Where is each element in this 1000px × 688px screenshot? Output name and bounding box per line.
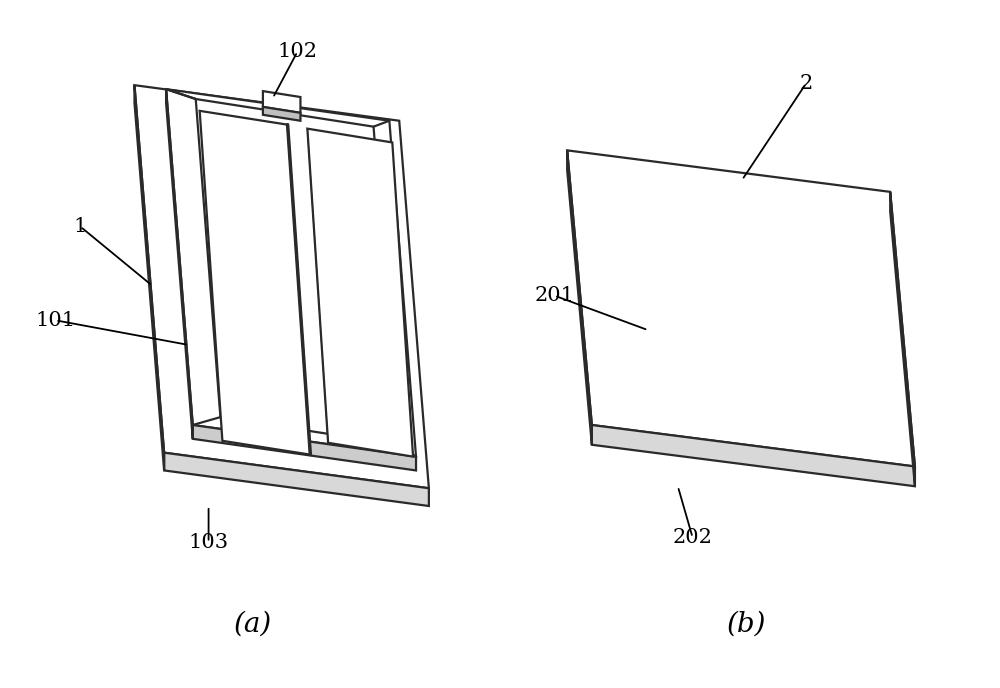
Text: 202: 202 xyxy=(673,528,713,547)
Polygon shape xyxy=(134,85,164,471)
Polygon shape xyxy=(263,91,300,113)
Polygon shape xyxy=(567,151,915,466)
Polygon shape xyxy=(263,107,300,120)
Text: 102: 102 xyxy=(277,42,317,61)
Polygon shape xyxy=(196,99,398,444)
Text: 1: 1 xyxy=(73,217,87,236)
Text: (b): (b) xyxy=(727,611,767,638)
Polygon shape xyxy=(166,89,416,457)
Polygon shape xyxy=(200,111,310,455)
Polygon shape xyxy=(890,192,915,486)
Text: (a): (a) xyxy=(234,611,272,638)
Text: 101: 101 xyxy=(35,311,76,330)
Polygon shape xyxy=(567,151,592,444)
Polygon shape xyxy=(134,85,429,488)
Text: 103: 103 xyxy=(189,533,229,552)
Polygon shape xyxy=(592,425,915,486)
Polygon shape xyxy=(166,89,193,439)
Polygon shape xyxy=(193,425,416,471)
Polygon shape xyxy=(307,129,413,457)
Polygon shape xyxy=(164,453,429,506)
Text: 201: 201 xyxy=(534,286,574,305)
Text: 2: 2 xyxy=(800,74,813,93)
